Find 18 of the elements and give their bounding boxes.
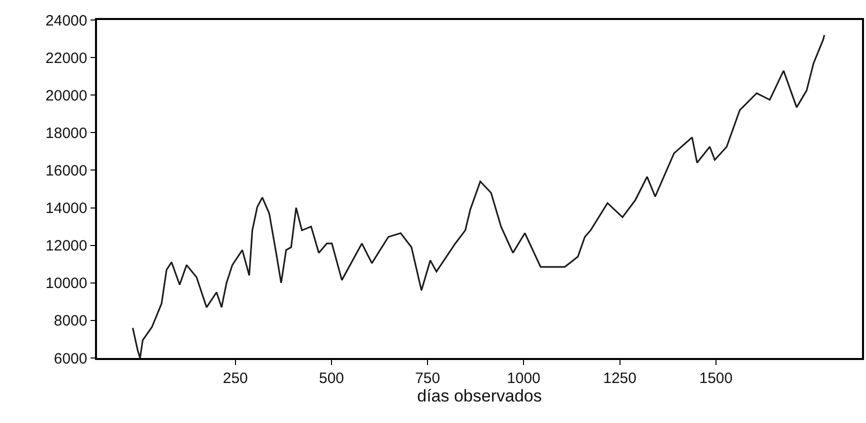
y-tick-label: 16000 (46, 162, 88, 180)
x-tick-label: 1250 (603, 370, 636, 387)
y-tick-label: 10000 (46, 275, 88, 292)
y-tick-label: 24000 (46, 12, 88, 30)
y-tick-label: 14000 (46, 200, 88, 218)
x-axis-title: días observados (417, 386, 542, 406)
line-series (132, 34, 826, 358)
y-tick-label: 8000 (54, 312, 88, 330)
x-tick-label: 1000 (507, 370, 540, 387)
y-tick-label: 18000 (46, 124, 88, 142)
y-tick-label: 20000 (46, 87, 88, 104)
x-tick-label: 1500 (699, 370, 733, 387)
x-tick-label: 500 (318, 370, 344, 387)
y-tick-label: 22000 (46, 50, 88, 67)
y-tick-label: 12000 (46, 238, 88, 255)
x-tick-label: 750 (415, 370, 440, 387)
y-tick-label: 6000 (54, 350, 88, 368)
x-tick-label: 250 (222, 370, 248, 387)
